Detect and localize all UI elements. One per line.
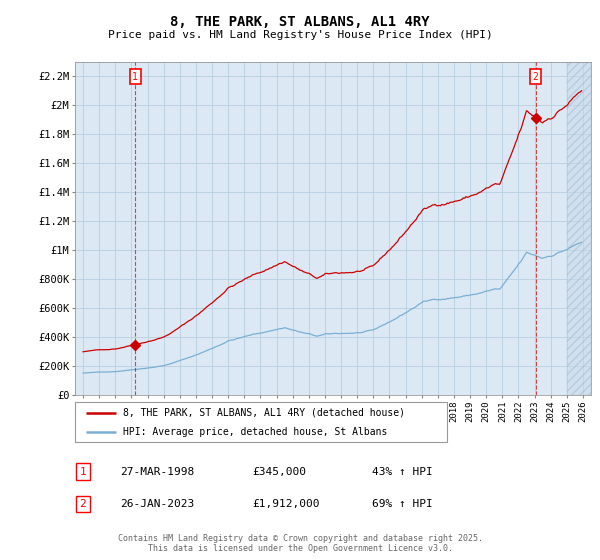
Text: 2: 2 [79,499,86,509]
Text: 8, THE PARK, ST ALBANS, AL1 4RY: 8, THE PARK, ST ALBANS, AL1 4RY [170,15,430,29]
Text: HPI: Average price, detached house, St Albans: HPI: Average price, detached house, St A… [124,427,388,436]
Text: 69% ↑ HPI: 69% ↑ HPI [372,499,433,509]
Text: Price paid vs. HM Land Registry's House Price Index (HPI): Price paid vs. HM Land Registry's House … [107,30,493,40]
Text: Contains HM Land Registry data © Crown copyright and database right 2025.
This d: Contains HM Land Registry data © Crown c… [118,534,482,553]
Bar [567,62,591,395]
Text: 27-MAR-1998: 27-MAR-1998 [120,466,194,477]
Text: 2: 2 [533,72,539,82]
Text: £345,000: £345,000 [252,466,306,477]
Text: 1: 1 [132,72,138,82]
Text: 26-JAN-2023: 26-JAN-2023 [120,499,194,509]
Text: 8, THE PARK, ST ALBANS, AL1 4RY (detached house): 8, THE PARK, ST ALBANS, AL1 4RY (detache… [124,408,406,418]
FancyBboxPatch shape [75,402,447,442]
Text: 43% ↑ HPI: 43% ↑ HPI [372,466,433,477]
Text: £1,912,000: £1,912,000 [252,499,320,509]
Text: 1: 1 [79,466,86,477]
